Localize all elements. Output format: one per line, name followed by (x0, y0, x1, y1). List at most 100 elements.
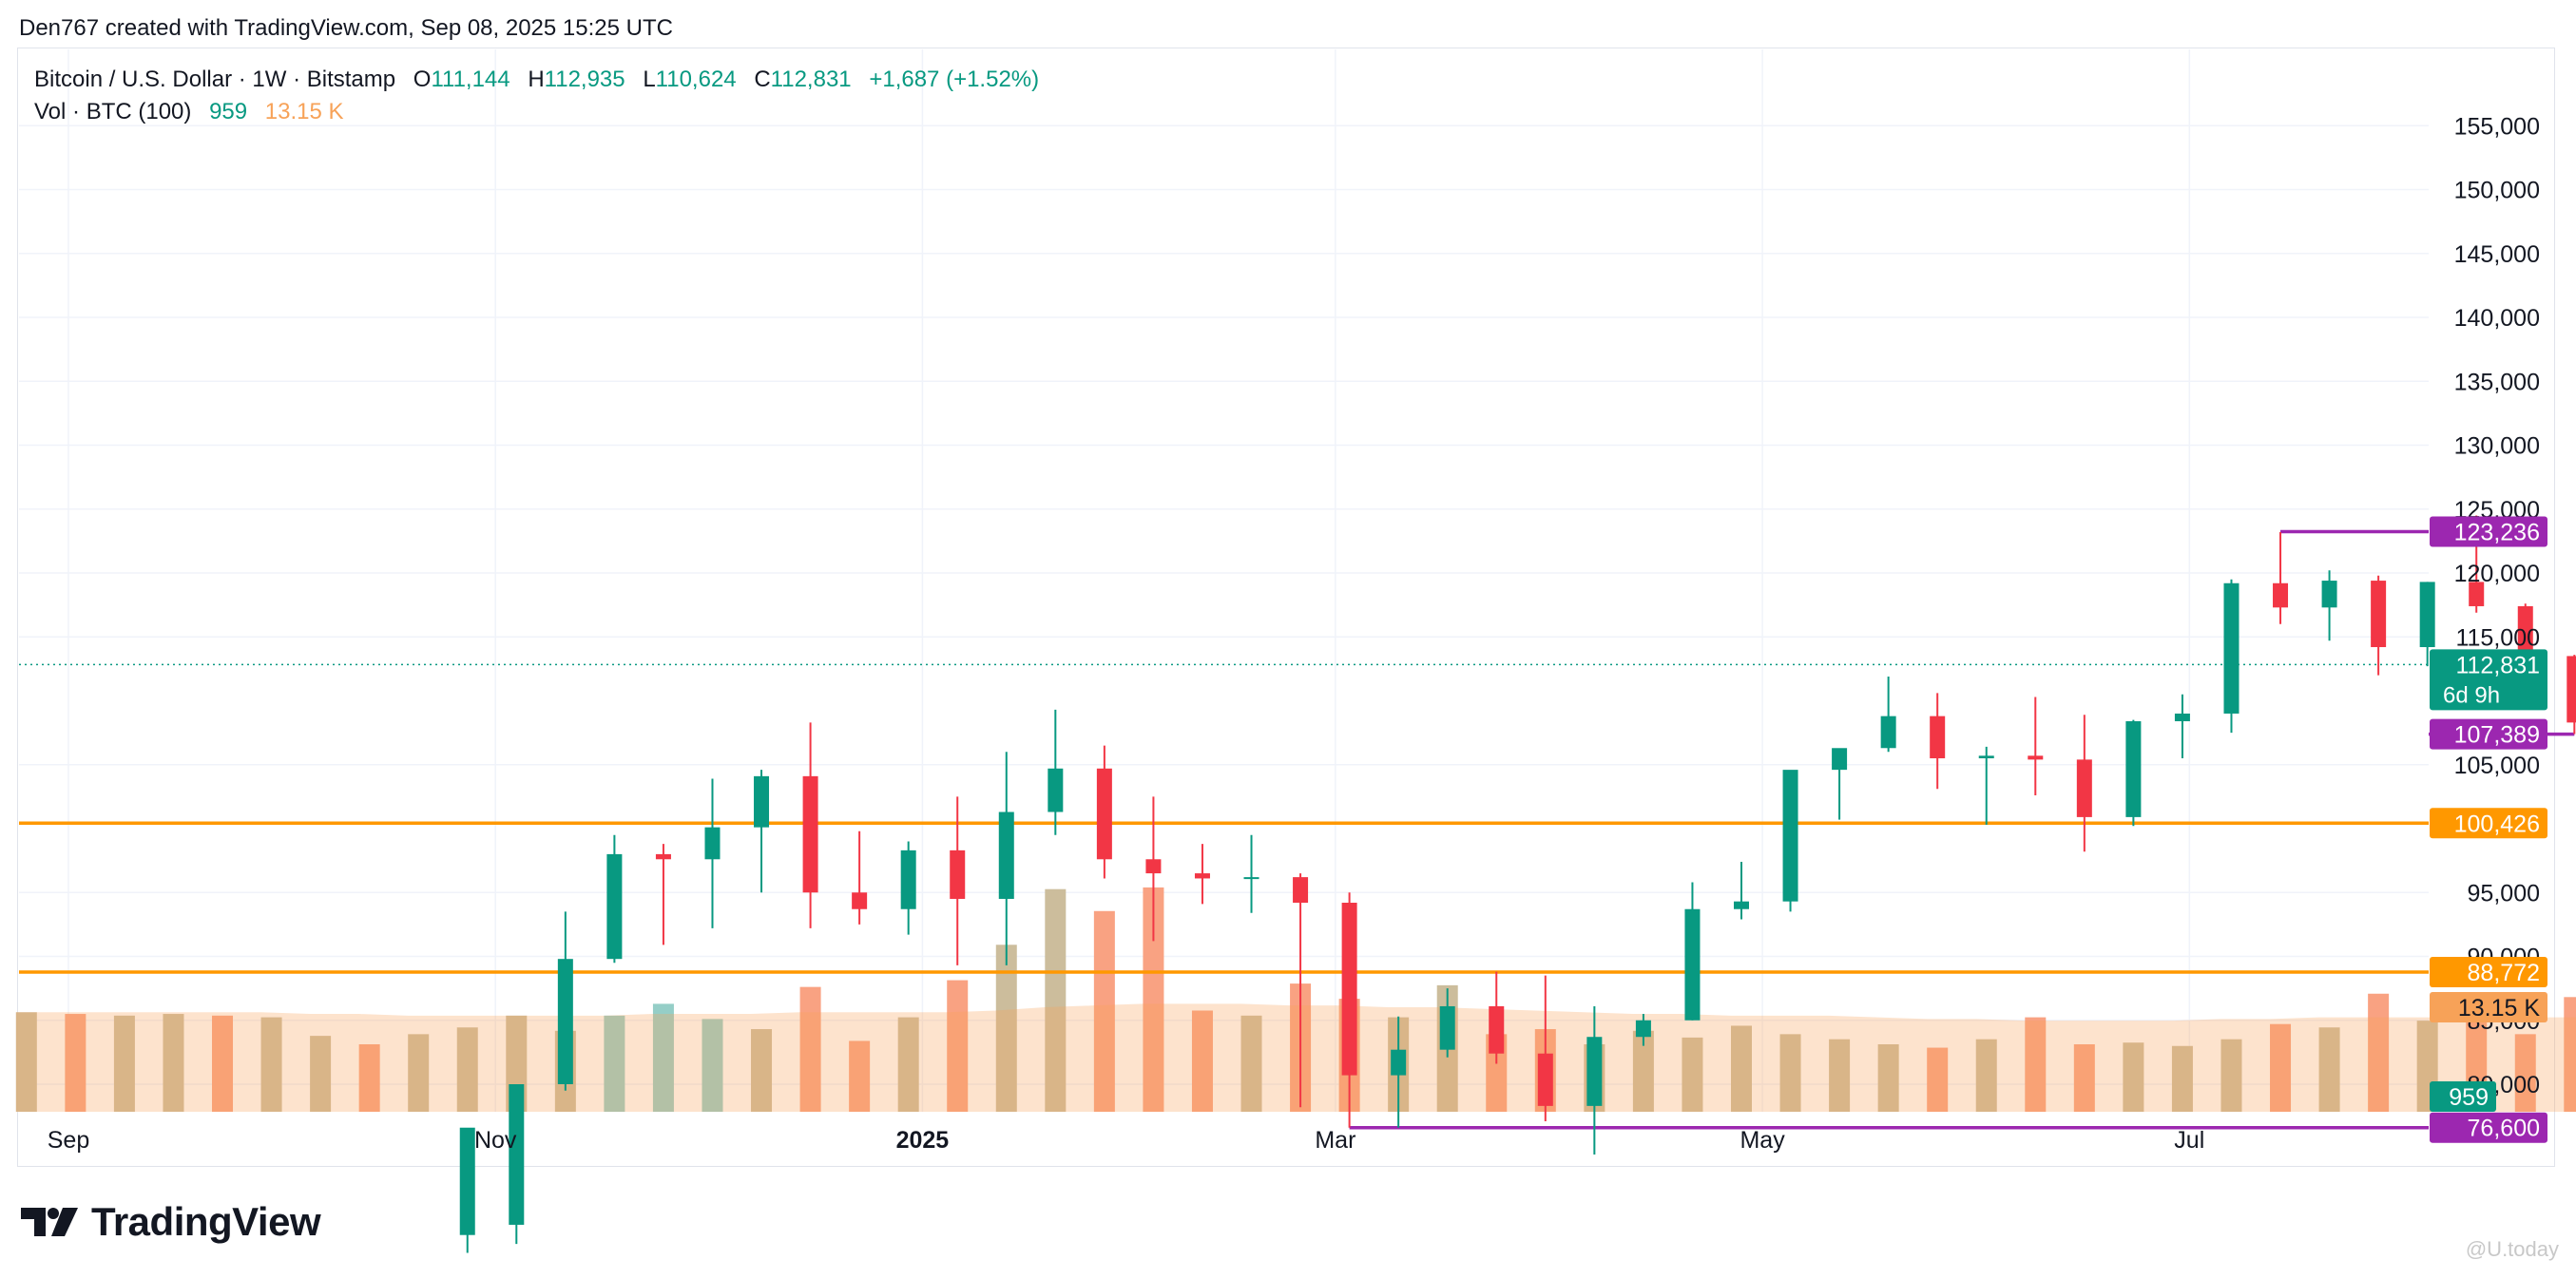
current-price-tag-bg (2430, 649, 2547, 711)
candle-body (2028, 755, 2044, 760)
candle (1832, 748, 1848, 820)
candle-body (1733, 901, 1749, 909)
candle (754, 770, 770, 893)
volume-bar (604, 1015, 625, 1112)
volume-bar (1486, 1034, 1508, 1112)
tradingview-logo[interactable]: TradingView (21, 1199, 321, 1245)
candle (1341, 892, 1357, 1128)
volume-ma-value: 13.15 K (264, 99, 344, 124)
volume-bar (1877, 1044, 1899, 1112)
candle (509, 1084, 525, 1245)
low-value: 110,624 (655, 67, 737, 92)
candle-body (2321, 581, 2337, 608)
level-tag-bg (2430, 718, 2547, 750)
candle-body (557, 959, 573, 1084)
candle-body (1489, 1005, 1505, 1054)
volume-bar (1093, 910, 1115, 1112)
level-tag: 100,426 (2454, 811, 2540, 837)
candle-body (1537, 1053, 1553, 1106)
candle (2273, 531, 2289, 624)
volume-bar (113, 1015, 135, 1112)
volume-bar (456, 1027, 478, 1112)
volume-bar (1191, 1010, 1213, 1112)
volume-bar (995, 945, 1017, 1112)
time-axis-label: May (1740, 1127, 1785, 1154)
candle (2566, 655, 2576, 735)
volume-legend[interactable]: Vol · BTC (100) 959 13.15 K (34, 99, 344, 125)
price-axis-label: 95,000 (2468, 880, 2540, 907)
candle (900, 841, 916, 935)
close-label: C (754, 67, 771, 92)
price-axis-label: 145,000 (2454, 241, 2540, 268)
price-axis-label: 130,000 (2454, 433, 2540, 460)
time-axis-label: Nov (474, 1127, 517, 1154)
volume-bar (1730, 1025, 1752, 1112)
volume-bar (2564, 997, 2576, 1112)
volume-bar (310, 1036, 332, 1112)
chart-frame[interactable] (17, 48, 2555, 1167)
candle (1194, 844, 1210, 905)
candle-body (655, 853, 671, 860)
candle (2419, 582, 2435, 667)
candle (2125, 719, 2142, 827)
volume-bar (1829, 1039, 1851, 1112)
volume-bar (1682, 1037, 1703, 1112)
symbol-legend[interactable]: Bitcoin / U.S. Dollar · 1W · Bitstamp O 1… (34, 67, 1039, 93)
candle (1243, 834, 1259, 913)
candle-body (1048, 768, 1064, 812)
level-tag-bg (2430, 808, 2547, 839)
chart-caption: Den767 created with TradingView.com, Sep… (19, 15, 673, 41)
volume-bar (2368, 993, 2390, 1112)
candle-body (2174, 713, 2190, 722)
volume-bar (2171, 1045, 2193, 1112)
time-axis-label: Jul (2174, 1127, 2204, 1154)
candle-body (704, 827, 721, 860)
symbol-name: Bitcoin / U.S. Dollar · 1W · Bitstamp (34, 67, 396, 92)
price-axis-label: 115,000 (2455, 624, 2540, 651)
candle-body (2566, 656, 2576, 723)
volume-bar (947, 980, 969, 1112)
volume-bar (358, 1044, 380, 1112)
time-axis-label: Mar (1315, 1127, 1355, 1154)
volume-ma-tag-bg (2430, 992, 2547, 1022)
candle (2076, 715, 2092, 852)
level-tag: 88,772 (2468, 960, 2540, 986)
candle (998, 752, 1014, 965)
candle (1391, 1016, 1407, 1128)
candle (2371, 575, 2387, 676)
candle-body (1586, 1037, 1603, 1106)
volume-bar (897, 1017, 919, 1112)
volume-bar (799, 986, 821, 1112)
candle (1048, 709, 1064, 835)
candle (1537, 975, 1553, 1122)
candle-body (1391, 1049, 1407, 1076)
countdown-tag: 6d 9h (2443, 682, 2500, 708)
candle (1439, 988, 1455, 1058)
candle (2174, 694, 2190, 759)
candle (852, 830, 868, 925)
volume-label: Vol · BTC (100) (34, 99, 192, 124)
close-value: 112,831 (770, 67, 852, 92)
candle (655, 844, 671, 945)
open-label: O (413, 67, 432, 92)
volume-bar (849, 1040, 871, 1112)
candle-body (1293, 877, 1309, 904)
volume-ma-tag: 13.15 K (2458, 995, 2541, 1021)
time-axis-label: Sep (48, 1127, 89, 1154)
candle-body (1145, 859, 1162, 874)
candle-body (1978, 755, 1994, 759)
current-price-tag: 112,831 (2455, 652, 2540, 678)
volume-bar (2123, 1042, 2144, 1112)
volume-bar (163, 1014, 184, 1112)
candle-body (1243, 877, 1259, 880)
candle (1930, 693, 1946, 790)
brand-name: TradingView (91, 1199, 321, 1244)
price-axis-label: 150,000 (2454, 178, 2540, 204)
candle-body (2076, 759, 2092, 817)
volume-bar (751, 1029, 773, 1112)
volume-bar (1779, 1034, 1801, 1112)
candle-body (1684, 908, 1701, 1021)
volume-bar (1632, 1030, 1654, 1112)
level-tag: 123,236 (2454, 519, 2540, 545)
